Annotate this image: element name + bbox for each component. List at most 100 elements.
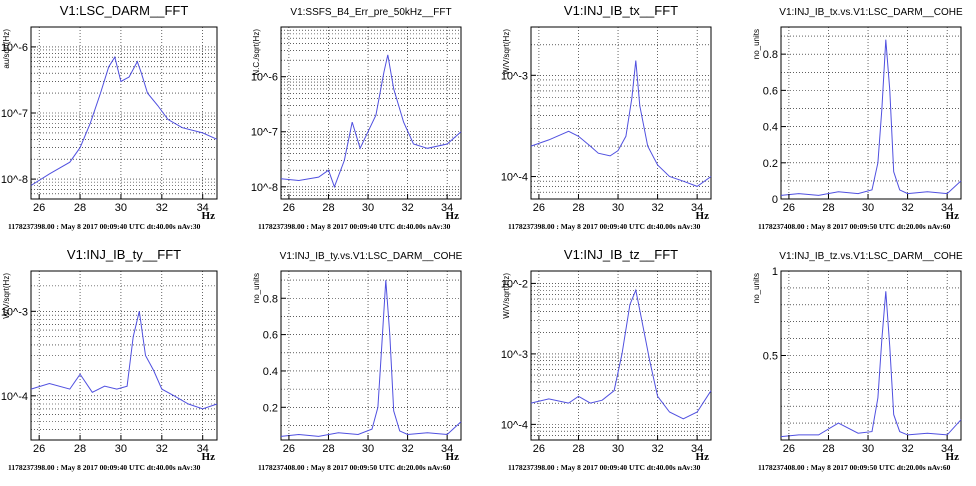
y-tick-label: 10^-2 [501,278,528,290]
x-tick-label: 28 [322,202,334,214]
chart-title: V1:LSC_DARM__FFT [60,3,189,18]
y-tick-label: 0.8 [263,293,278,305]
grid-lines [531,26,711,200]
x-tick-label: 26 [533,202,545,214]
x-tick-label: 34 [441,443,453,455]
x-tick-label: 32 [901,202,913,214]
x-tick-label: 34 [691,443,703,455]
x-tick-label: 34 [197,443,209,455]
chart-footer: 1178237408.00 : May 8 2017 00:09:50 UTC … [758,463,951,472]
y-axis-label: W/V/sqrt(Hz) [502,29,511,75]
x-tick-label: 30 [612,202,624,214]
x-axis-label: Hz [202,210,216,222]
grid-lines [781,27,961,200]
y-axis-label: no_units [752,273,761,303]
chart-title: V1:INJ_IB_tz__FFT [564,247,678,262]
plot-frame [780,26,962,200]
x-tick-label: 28 [74,443,86,455]
x-tick-label: 30 [115,202,127,214]
chart-panel: 26 28 30 32 34 10^-4 10^-3 V1:INJ_IB_ty__FFT W/V… [1,247,218,472]
x-tick-label: 34 [941,443,953,455]
y-axis-label: no_units [252,273,261,303]
chart-panel: 26 28 30 32 34 10^-8 10^-7 10^-6 V1:LSC_DARM__FF… [1,3,218,231]
chart-panel: 26 28 30 32 34 10^-8 10^-7 10^-6 V1:SSFS_B4_Err_… [251,7,462,231]
x-tick-label: 26 [283,443,295,455]
x-tick-label: 26 [783,443,795,455]
y-tick-label: 0.6 [763,85,778,97]
y-axis-label: W/V/sqrt(Hz) [502,273,511,319]
x-tick-label: 32 [401,443,413,455]
x-tick-label: 32 [651,443,663,455]
x-tick-label: 32 [156,202,168,214]
chart-footer: 1178237398.00 : May 8 2017 00:09:40 UTC … [508,222,701,231]
x-axis-label: Hz [696,451,710,463]
chart-footer: 1178237398.00 : May 8 2017 00:09:40 UTC … [508,463,701,472]
y-tick-label: 0.4 [763,122,778,134]
chart-panel: 26 28 30 32 34 10^-4 10^-3 V1:INJ_IB_tx__FFT W/V… [501,3,712,231]
x-tick-label: 34 [941,202,953,214]
x-tick-label: 32 [156,443,168,455]
spectrum-trace [30,55,218,186]
chart-panel: 26 28 30 32 34 0 0.2 0.4 0.6 0.8 V1:INJ_IB_tx.vs.V… [752,7,963,231]
plot-frame [280,26,462,200]
y-tick-label: 10^-3 [501,70,528,82]
grid-lines [281,26,461,200]
x-tick-label: 26 [783,202,795,214]
grid-lines [31,270,217,441]
chart-footer: 1178237398.00 : May 8 2017 00:09:40 UTC … [258,222,451,231]
chart-title: V1:INJ_IB_tz.vs.V1:LSC_DARM__COHE [779,251,963,262]
y-tick-label: 0.6 [263,330,278,342]
y-tick-label: 10^-3 [1,306,28,318]
spectrum-trace [280,54,462,189]
chart-footer: 1178237408.00 : May 8 2017 00:09:50 UTC … [258,463,451,472]
x-axis-label: Hz [946,451,960,463]
x-tick-label: 32 [401,202,413,214]
chart-panel: 26 28 30 32 34 0.2 0.4 0.6 0.8 V1:INJ_IB_ty.vs.V1… [252,251,463,472]
x-axis-label: Hz [946,210,960,222]
y-tick-label: 0 [772,194,778,206]
x-axis-label: Hz [202,451,216,463]
y-tick-label: 10^-4 [1,391,28,403]
y-tick-label: 10^-7 [1,108,28,120]
x-tick-label: 26 [33,202,45,214]
y-tick-label: 0.5 [763,351,778,363]
plot-frame [530,26,712,200]
x-tick-label: 30 [115,443,127,455]
y-tick-label: 10^-4 [501,172,528,184]
plot-frame [530,270,712,441]
x-tick-label: 30 [862,202,874,214]
y-tick-label: 10^-7 [251,127,278,139]
chart-footer: 1178237398.00 : May 8 2017 00:09:40 UTC … [8,222,201,231]
spectrum-trace [780,291,962,438]
x-tick-label: 34 [441,202,453,214]
x-axis-label: Hz [446,451,460,463]
y-tick-label: 10^-3 [501,349,528,361]
chart-title: V1:SSFS_B4_Err_pre_50kHz__FFT [290,7,451,18]
x-tick-label: 30 [862,443,874,455]
x-tick-label: 28 [572,202,584,214]
y-tick-label: 10^-8 [1,174,28,186]
x-axis-label: Hz [696,210,710,222]
chart-title: V1:INJ_IB_tx.vs.V1:LSC_DARM__COHE [779,7,963,18]
y-tick-label: 10^-8 [251,182,278,194]
chart-footer: 1178237398.00 : May 8 2017 00:09:40 UTC … [8,463,201,472]
x-tick-label: 26 [283,202,295,214]
x-tick-label: 30 [362,443,374,455]
x-tick-label: 34 [691,202,703,214]
x-tick-label: 32 [651,202,663,214]
y-tick-label: 0.8 [763,49,778,61]
y-axis-label: au/sqrt(Hz) [2,29,11,69]
y-axis-label: W/V/sqrt(Hz) [2,273,11,319]
chart-title: V1:INJ_IB_ty.vs.V1:LSC_DARM__COHE [280,251,463,262]
plot-frame [30,270,218,441]
grid-lines [31,26,217,200]
x-axis-label: Hz [446,210,460,222]
y-tick-label: 10^-6 [1,42,28,54]
grid-lines [281,271,461,440]
chart-panel: 26 28 30 32 34 10^-4 10^-3 10^-2 V1:INJ_IB_tz__F… [501,247,712,472]
y-tick-label: 0.2 [763,158,778,170]
chart-footer: 1178237408.00 : May 8 2017 00:09:50 UTC … [758,222,951,231]
x-tick-label: 28 [822,202,834,214]
